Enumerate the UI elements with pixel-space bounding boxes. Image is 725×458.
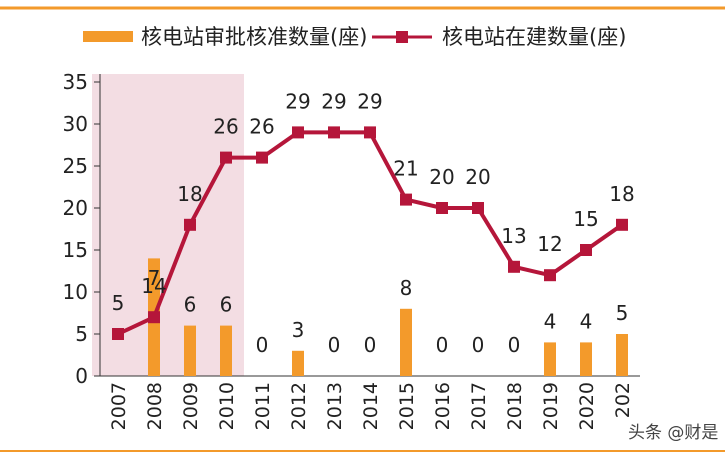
- x-tick-label: 2011: [252, 382, 274, 430]
- bar-data-label: 7: [148, 266, 161, 290]
- line-data-label: 29: [321, 89, 346, 113]
- x-tick-label: 2019: [540, 382, 562, 430]
- bar-data-label: 0: [508, 333, 521, 357]
- line-point: [256, 151, 268, 164]
- bar-data-label: 3: [292, 318, 305, 342]
- line-point: [364, 126, 376, 139]
- bar: [544, 342, 556, 376]
- line-point: [436, 202, 448, 214]
- bar-data-label: 4: [544, 309, 557, 333]
- bar-data-label: 8: [400, 276, 413, 300]
- bar-data-label: 0: [436, 333, 449, 357]
- line-point: [184, 218, 196, 231]
- bar-data-label: 6: [220, 293, 233, 317]
- x-tick-label: 2014: [360, 382, 382, 430]
- line-point: [292, 126, 304, 139]
- x-tick-label: 2020: [576, 382, 598, 430]
- legend-bar-swatch: [83, 31, 133, 42]
- bar-data-label: 0: [472, 333, 485, 357]
- x-tick-label: 2013: [324, 382, 346, 430]
- line-data-label: 15: [573, 207, 598, 231]
- bar-data-label: 0: [364, 333, 377, 357]
- bar-data-label: 0: [256, 333, 269, 357]
- x-tick-label: 2007: [108, 382, 130, 430]
- x-tick-label: 2008: [144, 382, 166, 430]
- x-tick-label: 2017: [468, 382, 490, 430]
- legend-bar-label: 核电站审批核准数量(座): [141, 25, 367, 49]
- bar: [400, 308, 412, 376]
- y-tick-label: 5: [75, 322, 88, 346]
- bar: [292, 350, 304, 376]
- bar: [580, 342, 592, 376]
- line-data-label: 12: [537, 232, 562, 256]
- highlight-band: [92, 74, 244, 376]
- line-data-label: 18: [177, 182, 202, 206]
- line-data-label: 13: [501, 224, 526, 248]
- x-tick-label: 202: [612, 382, 634, 418]
- line-point: [328, 126, 340, 139]
- bar-data-label: 6: [184, 293, 197, 317]
- x-tick-label: 2010: [216, 382, 238, 430]
- y-tick-label: 35: [63, 70, 88, 94]
- x-tick-label: 2015: [396, 382, 418, 430]
- bar-data-label: 5: [616, 301, 629, 325]
- y-tick-label: 15: [63, 238, 88, 262]
- line-data-label: 29: [285, 89, 310, 113]
- bar: [184, 325, 196, 376]
- legend-line-label: 核电站在建数量(座): [442, 25, 626, 49]
- x-tick-label: 2016: [432, 382, 454, 430]
- legend: 核电站审批核准数量(座) 核电站在建数量(座): [83, 25, 626, 49]
- line-point: [544, 269, 556, 282]
- line-point: [508, 260, 520, 273]
- line-point: [220, 151, 232, 164]
- bar: [220, 325, 232, 376]
- y-tick-label: 20: [63, 196, 88, 220]
- bar: [616, 334, 628, 376]
- y-tick-label: 25: [63, 154, 88, 178]
- x-tick-label: 2018: [504, 382, 526, 430]
- line-point: [472, 202, 484, 214]
- line-data-label: 26: [249, 115, 274, 139]
- line-data-label: 21: [393, 157, 418, 181]
- line-point: [148, 311, 160, 324]
- watermark: 头条 @财是: [628, 423, 718, 443]
- line-data-label: 18: [609, 182, 634, 206]
- legend-line-marker: [396, 31, 408, 43]
- line-data-label: 26: [213, 115, 238, 139]
- line-data-label: 5: [112, 291, 125, 315]
- line-point: [400, 193, 412, 206]
- x-tick-label: 2009: [180, 382, 202, 430]
- line-data-label: 29: [357, 89, 382, 113]
- line-point: [616, 218, 628, 231]
- x-tick-label: 2012: [288, 382, 310, 430]
- y-tick-label: 10: [63, 280, 88, 304]
- line-data-label: 20: [429, 165, 454, 189]
- y-tick-label: 30: [63, 112, 88, 136]
- line-point: [580, 244, 592, 256]
- bar-data-label: 0: [328, 333, 341, 357]
- bar-data-label: 4: [580, 309, 593, 333]
- y-tick-label: 0: [75, 364, 88, 388]
- line-point: [112, 328, 124, 340]
- line-data-label: 20: [465, 165, 490, 189]
- line-data-label: 14: [141, 274, 166, 298]
